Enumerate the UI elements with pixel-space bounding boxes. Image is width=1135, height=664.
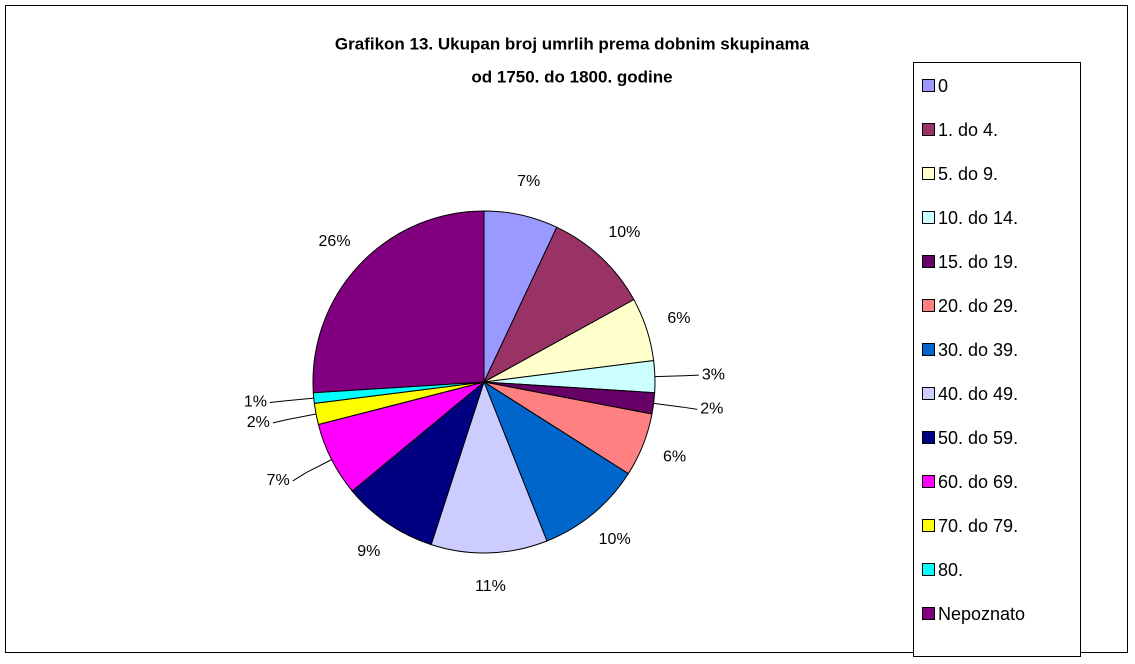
data-label: 10% (599, 531, 631, 548)
data-label: 6% (667, 310, 690, 327)
legend-swatch (922, 431, 935, 444)
legend-swatch (922, 519, 935, 532)
chart-subtitle: od 1750. do 1800. godine (471, 67, 672, 86)
legend-label: 70. do 79. (938, 516, 1018, 536)
legend-swatch (922, 123, 935, 136)
legend-box (913, 62, 1081, 657)
leader-line (292, 459, 332, 482)
chart-title: Grafikon 13. Ukupan broj umrlih prema do… (335, 34, 810, 53)
legend-label: 60. do 69. (938, 472, 1018, 492)
legend-label: 30. do 39. (938, 340, 1018, 360)
legend-swatch (922, 563, 935, 576)
legend-swatch (922, 79, 935, 92)
legend-label: 80. (938, 560, 963, 580)
legend-label: 40. do 49. (938, 384, 1018, 404)
legend-label: Nepoznato (938, 604, 1025, 624)
legend-label: 15. do 19. (938, 252, 1018, 272)
data-label: 1% (244, 394, 267, 411)
data-label: 6% (663, 449, 686, 466)
legend-swatch (922, 255, 935, 268)
pie-slice (482, 380, 630, 542)
data-label: 2% (700, 401, 723, 418)
data-label: 11% (475, 578, 506, 595)
pie-slice (430, 380, 548, 554)
data-label: 3% (702, 366, 725, 383)
data-label: 9% (357, 543, 380, 560)
legend-label: 50. do 59. (938, 428, 1018, 448)
pie-slice (351, 380, 486, 546)
legend-swatch (922, 607, 935, 620)
legend-swatch (922, 475, 935, 488)
data-label: 26% (319, 233, 351, 250)
leader-line (272, 413, 317, 424)
legend-swatch (922, 343, 935, 356)
legend-swatch (922, 299, 935, 312)
data-label: 7% (267, 472, 290, 489)
legend-label: 5. do 9. (938, 164, 998, 184)
pie-slice (312, 210, 485, 394)
legend-label: 1. do 4. (938, 120, 998, 140)
data-label: 10% (608, 224, 640, 241)
pie-slice (482, 226, 635, 384)
legend-label: 0 (938, 76, 948, 96)
legend-label: 20. do 29. (938, 296, 1018, 316)
legend-label: 10. do 14. (938, 208, 1018, 228)
data-label: 7% (517, 173, 540, 190)
legend-swatch (922, 167, 935, 180)
leader-line (269, 397, 314, 404)
legend-swatch (922, 387, 935, 400)
leader-line (654, 374, 699, 378)
leader-line (653, 402, 698, 410)
legend-swatch (922, 211, 935, 224)
data-label: 2% (247, 414, 270, 431)
